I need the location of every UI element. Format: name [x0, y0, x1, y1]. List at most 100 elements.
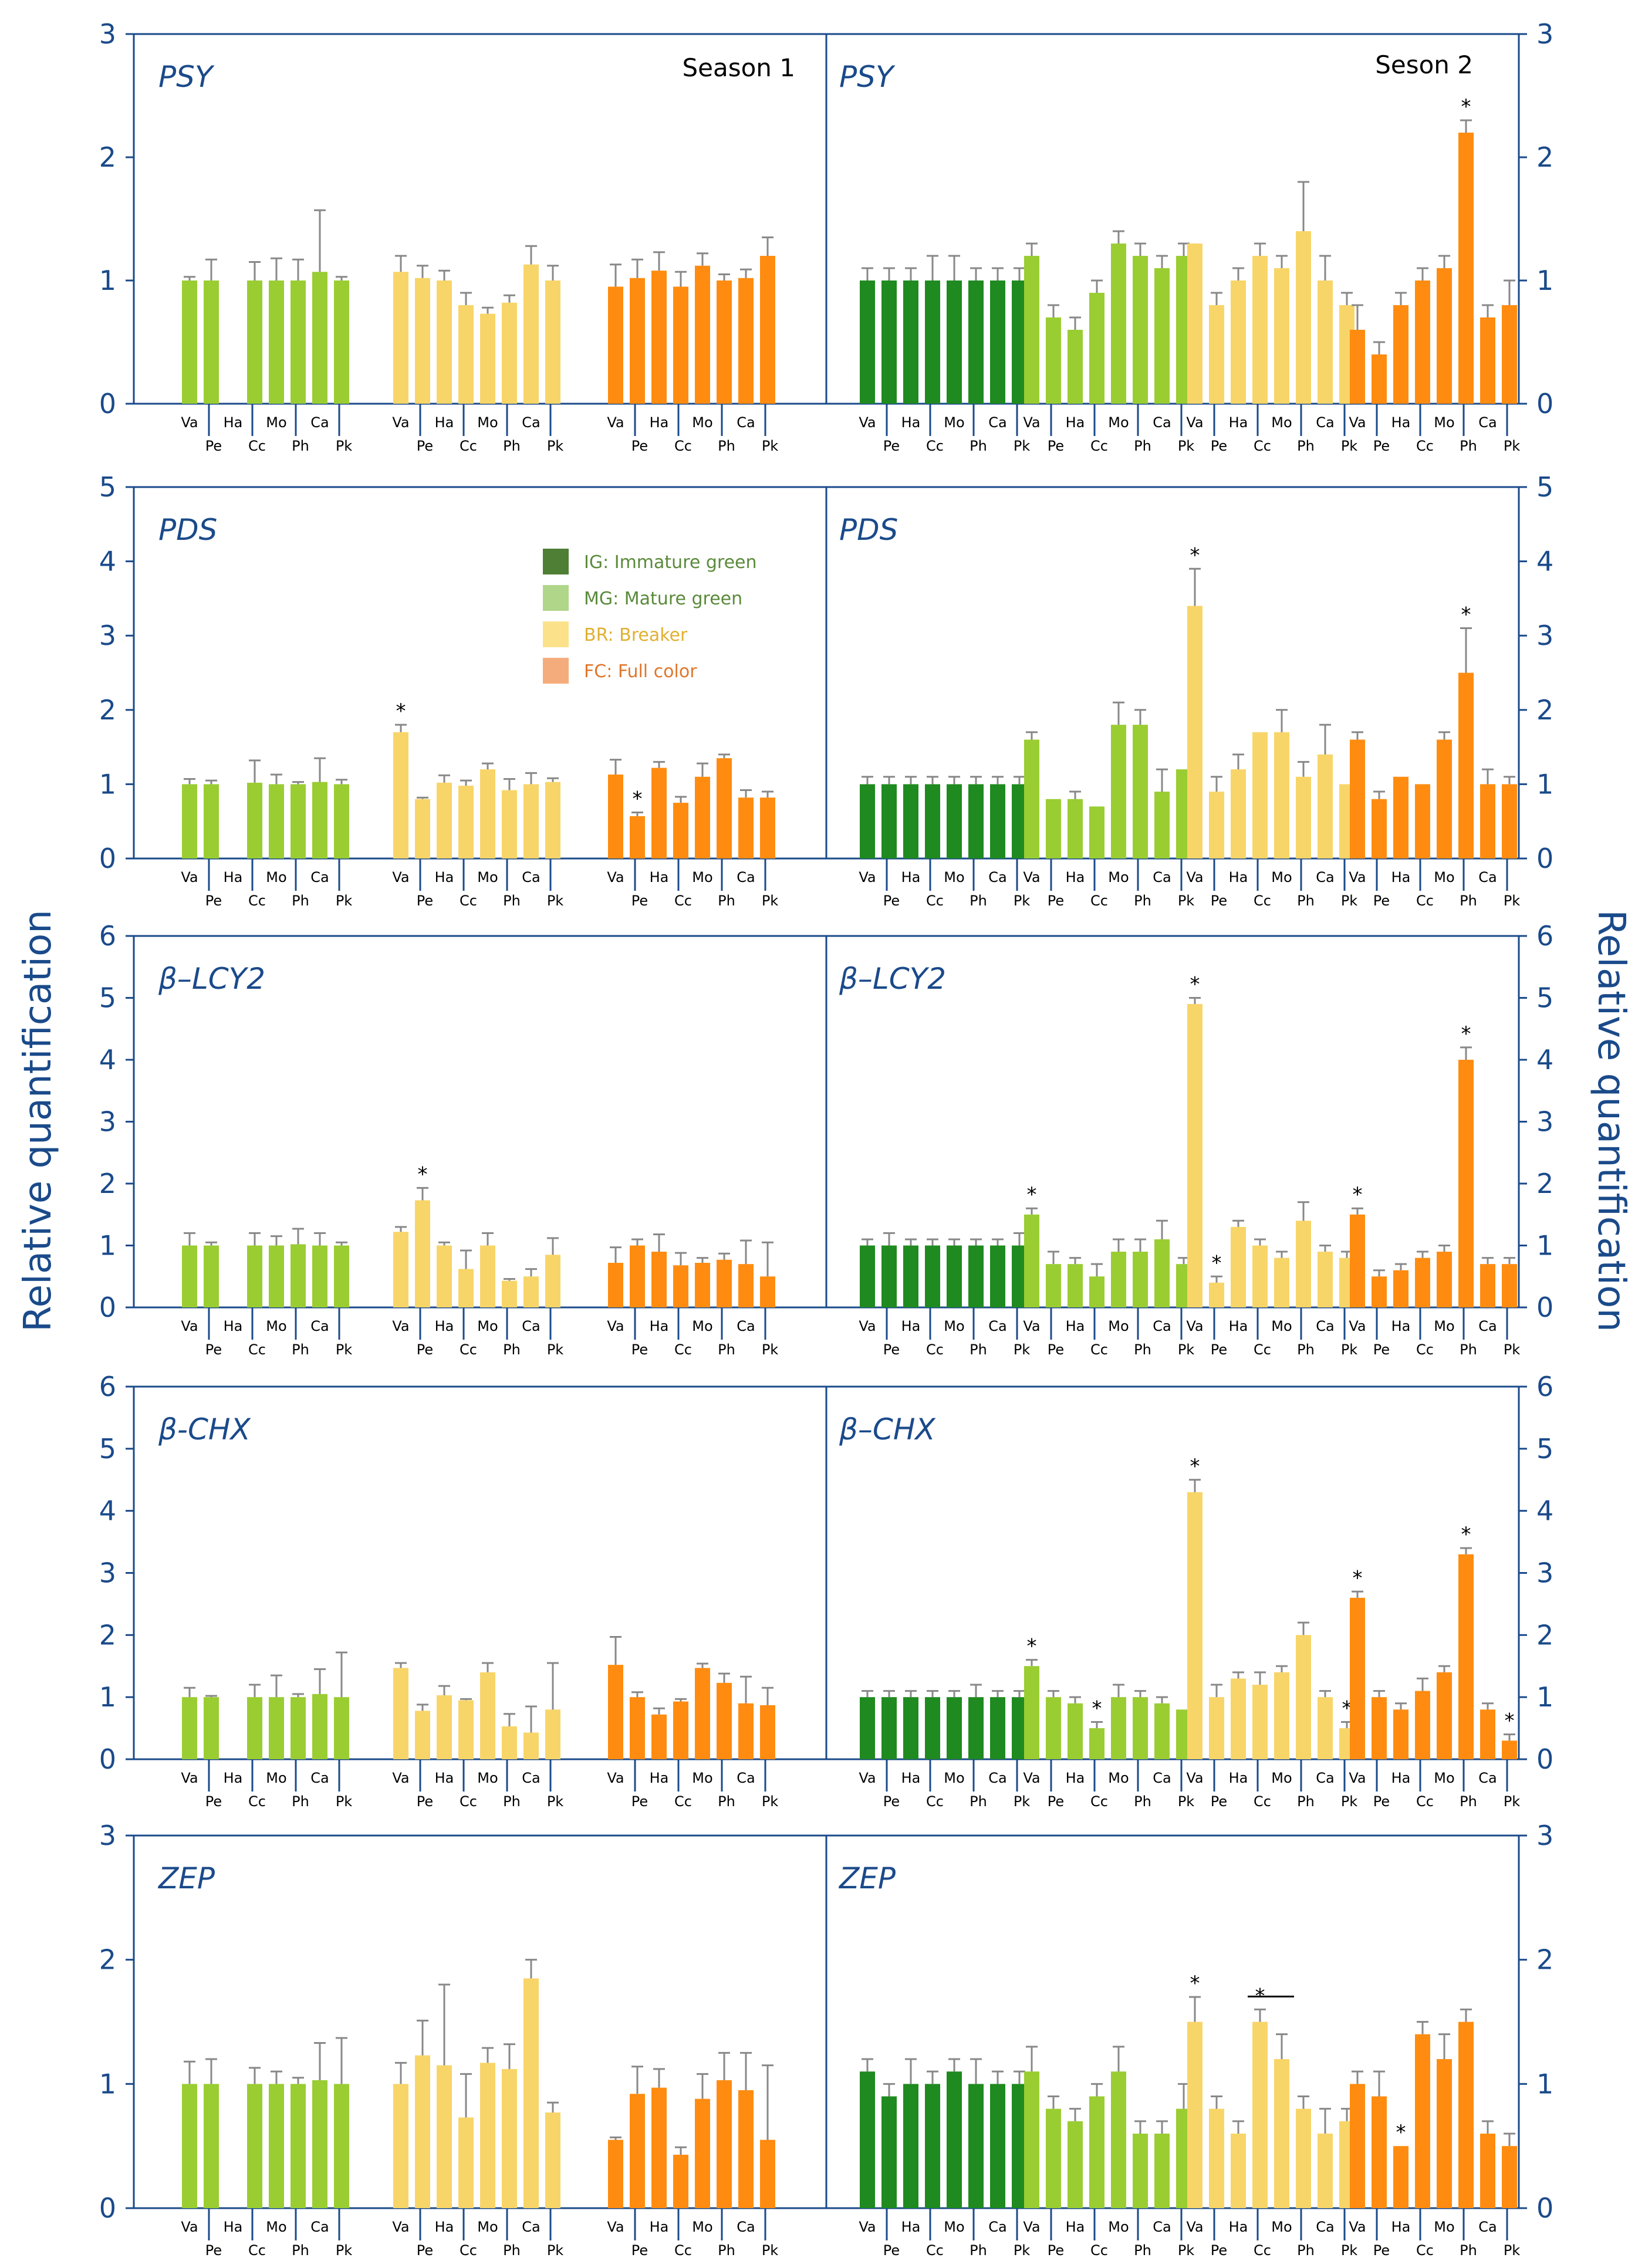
bar-p2-s2-FC-Ha	[1393, 1270, 1408, 1307]
bar-p4-s1-BR-Va	[393, 2084, 408, 2208]
category-label-p2-s1: Pe	[417, 1341, 433, 1358]
bar-p0-s1-BR-Ha	[437, 280, 452, 404]
category-label-p2-s2: Va	[859, 1318, 876, 1334]
category-label-p2-s1: Ca	[522, 1318, 540, 1334]
category-label-p2-s2: Pe	[883, 1341, 900, 1358]
y-tick-label-right-0: 2	[1536, 141, 1553, 173]
bar-p0-s2-BR-Va	[1187, 244, 1202, 404]
bar-p3-s2-IG-Va	[860, 1697, 875, 1759]
y-tick-label-right-2: 0	[1536, 1292, 1553, 1323]
category-label-p2-s2: Pk	[1014, 1341, 1030, 1358]
category-label-p3-s2: Ca	[988, 1770, 1006, 1786]
category-label-p0-s1: Mo	[266, 414, 286, 431]
category-label-p0-s1: Va	[181, 414, 198, 431]
category-label-p2-s2: Cc	[926, 1341, 944, 1358]
category-label-p4-s1: Mo	[266, 2219, 286, 2235]
category-label-p2-s1: Mo	[266, 1318, 286, 1334]
category-label-p0-s1: Cc	[460, 438, 477, 454]
category-label-p4-s2: Cc	[1254, 2242, 1271, 2259]
category-label-p0-s2: Va	[1023, 414, 1040, 431]
y-tick-label-right-4: 2	[1536, 1944, 1553, 1976]
bar-p0-s1-BR-Mo	[480, 313, 495, 404]
bar-p2-s1-FC-Ha	[651, 1252, 667, 1307]
category-label-p3-s2: Va	[859, 1770, 876, 1786]
category-label-p1-s2: Mo	[1271, 869, 1292, 885]
category-label-p2-s1: Mo	[692, 1318, 712, 1334]
category-label-p4-s2: Va	[859, 2219, 876, 2235]
bar-p4-s1-MG-Pk	[334, 2084, 349, 2208]
category-label-p1-s2: Mo	[1108, 869, 1129, 885]
bar-p1-s1-BR-Va	[393, 732, 408, 858]
bar-p1-s1-BR-Ca	[523, 784, 539, 858]
bar-p0-s1-BR-Pe	[415, 278, 430, 404]
bar-p3-s2-BR-Mo	[1274, 1672, 1289, 1759]
category-label-p2-s1: Ca	[310, 1318, 329, 1334]
bar-p4-s1-BR-Mo	[480, 2063, 495, 2208]
bar-p3-s1-FC-Pe	[630, 1697, 645, 1759]
category-label-p2-s1: Cc	[460, 1341, 477, 1358]
bar-p4-s2-FC-Cc	[1415, 2034, 1430, 2208]
category-label-p2-s2: Ph	[1460, 1341, 1477, 1358]
category-label-p3-s1: Ph	[718, 1793, 735, 1810]
category-label-p2-s2: Ha	[1229, 1318, 1248, 1334]
legend-label-3: FC: Full color	[584, 661, 697, 682]
category-label-p0-s1: Cc	[248, 438, 266, 454]
category-label-p4-s1: Ca	[310, 2219, 329, 2235]
category-label-p4-s1: Cc	[460, 2242, 477, 2259]
bar-p2-s1-BR-Mo	[480, 1245, 495, 1307]
bar-p4-s1-BR-Ha	[437, 2065, 452, 2208]
category-label-p2-s1: Va	[181, 1318, 198, 1334]
category-label-p2-s2: Ca	[988, 1318, 1006, 1334]
y-tick-label-right-2: 4	[1536, 1044, 1553, 1076]
bar-p4-s1-MG-Ph	[291, 2084, 306, 2208]
category-label-p0-s2: Pe	[1373, 438, 1390, 454]
category-label-p1-s1: Va	[607, 869, 624, 885]
bar-p4-s2-FC-Ca	[1480, 2134, 1495, 2208]
bar-p2-s1-BR-Pe	[415, 1200, 430, 1307]
bar-p2-s2-FC-Ca	[1480, 1264, 1495, 1307]
legend-swatch-1	[543, 585, 569, 611]
category-label-p4-s2: Mo	[1271, 2219, 1292, 2235]
bar-p2-s2-IG-Cc	[925, 1245, 940, 1307]
bar-p0-s2-IG-Cc	[925, 280, 940, 404]
significance-star-p4-s2: *	[1190, 1972, 1200, 1995]
bar-p1-s2-BR-Ha	[1231, 769, 1246, 858]
category-label-p3-s1: Ph	[503, 1793, 521, 1810]
bar-p1-s1-FC-Mo	[695, 776, 710, 858]
category-label-p3-s2: Pe	[883, 1793, 900, 1810]
bar-p0-s1-MG-Pe	[204, 280, 219, 404]
y-tick-label-right-3: 1	[1536, 1681, 1553, 1713]
bar-p3-s1-BR-Pe	[415, 1711, 430, 1759]
category-label-p4-s2: Cc	[1090, 2242, 1108, 2259]
bar-p4-s1-MG-Va	[182, 2084, 197, 2208]
bar-p4-s1-FC-Ha	[651, 2087, 667, 2208]
bar-p3-s2-FC-Ca	[1480, 1709, 1495, 1759]
bar-p0-s2-IG-Ph	[968, 280, 984, 404]
category-label-p4-s2: Ca	[1478, 2219, 1497, 2235]
category-label-p2-s1: Ha	[435, 1318, 454, 1334]
bar-p4-s2-IG-Pe	[881, 2096, 897, 2208]
bar-p0-s2-BR-Mo	[1274, 268, 1289, 404]
category-label-p3-s1: Ph	[292, 1793, 309, 1810]
bar-p3-s2-MG-Ha	[1068, 1703, 1083, 1759]
bar-p4-s2-BR-Ha	[1231, 2134, 1246, 2208]
y-tick-label-left-1: 3	[99, 620, 116, 651]
bar-p2-s2-FC-Pk	[1502, 1264, 1517, 1307]
bar-p1-s1-FC-Pe	[630, 816, 645, 858]
bar-p1-s1-MG-Cc	[247, 782, 262, 858]
category-label-p3-s1: Cc	[674, 1793, 692, 1810]
category-label-p4-s2: Ph	[1460, 2242, 1477, 2259]
category-label-p0-s2: Pe	[1048, 438, 1064, 454]
bar-p1-s1-MG-Ph	[291, 784, 306, 858]
category-label-p3-s2: Mo	[1271, 1770, 1292, 1786]
significance-star-p2-s2: *	[1027, 1183, 1037, 1206]
bar-p0-s1-FC-Va	[608, 286, 623, 404]
bar-p0-s1-BR-Cc	[458, 305, 474, 404]
y-tick-label-right-4: 0	[1536, 2192, 1553, 2224]
y-tick-label-right-0: 0	[1536, 388, 1553, 420]
bar-p2-s2-FC-Cc	[1415, 1258, 1430, 1307]
y-tick-label-left-2: 1	[99, 1230, 116, 1262]
category-label-p1-s2: Ca	[1153, 869, 1171, 885]
bar-p2-s1-MG-Pe	[204, 1245, 219, 1307]
category-label-p3-s1: Mo	[266, 1770, 286, 1786]
